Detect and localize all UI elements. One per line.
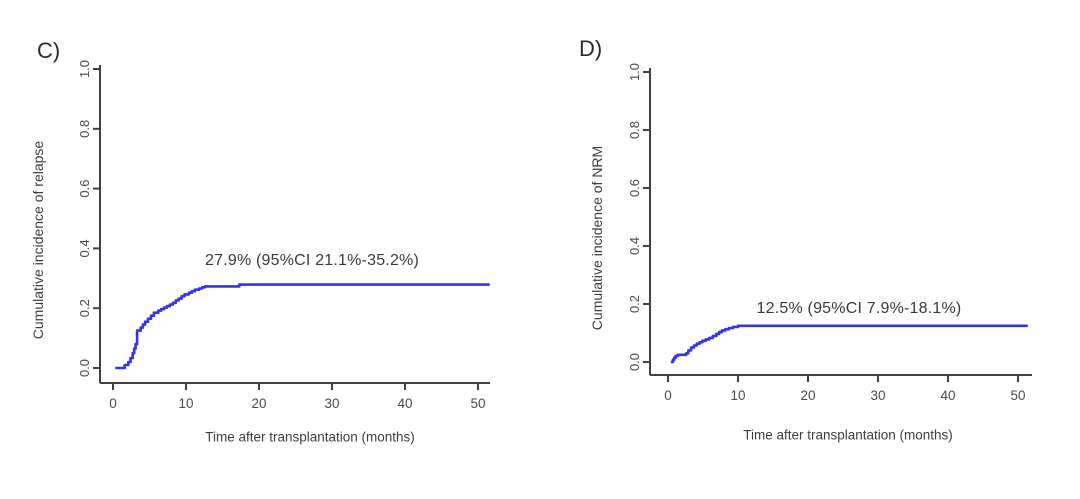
y-tick-label: 0.6 xyxy=(627,179,642,197)
y-tick-label: 0.2 xyxy=(627,295,642,313)
y-tick-label: 0.6 xyxy=(77,180,92,198)
x-tick-label: 0 xyxy=(109,396,117,411)
y-tick-label: 0.2 xyxy=(77,299,92,317)
nrm-step-plot: 0.0 0.2 0.4 0.6 0.8 1.0 0 10 20 30 40 50 xyxy=(627,63,1032,403)
x-tick-label: 50 xyxy=(1010,388,1025,403)
x-tick-label: 50 xyxy=(470,396,485,411)
y-tick-label: 0.8 xyxy=(627,121,642,139)
estimate-annotation-nrm: 12.5% (95%CI 7.9%-18.1%) xyxy=(756,300,962,317)
x-tick-label: 10 xyxy=(178,396,193,411)
x-axis-title-nrm: Time after transplantation (months) xyxy=(743,427,953,443)
x-tick-label: 10 xyxy=(730,388,745,403)
y-tick-label: 0.4 xyxy=(627,237,642,255)
x-tick-label: 30 xyxy=(324,396,339,411)
cumulative-incidence-curve xyxy=(670,324,1028,364)
y-tick-label: 0.4 xyxy=(77,239,92,257)
x-tick-label: 20 xyxy=(251,396,266,411)
cumulative-incidence-curve xyxy=(115,283,490,370)
x-tick-label: 20 xyxy=(800,388,815,403)
relapse-step-plot: 0.0 0.2 0.4 0.6 0.8 1.0 0 10 20 30 40 50 xyxy=(77,60,490,411)
y-tick-label: 1.0 xyxy=(627,63,642,81)
y-tick-label: 1.0 xyxy=(77,60,92,78)
x-tick-label: 0 xyxy=(664,388,672,403)
y-tick-label: 0.8 xyxy=(77,120,92,138)
panel-label-d: D) xyxy=(579,36,603,61)
estimate-annotation-relapse: 27.9% (95%CI 21.1%-35.2%) xyxy=(205,252,419,269)
y-tick-label: 0.0 xyxy=(77,359,92,377)
x-axis-title-relapse: Time after transplantation (months) xyxy=(205,429,415,445)
y-tick-label: 0.0 xyxy=(627,353,642,371)
x-tick-label: 40 xyxy=(397,396,412,411)
panel-label-c: C) xyxy=(37,38,61,63)
x-tick-label: 40 xyxy=(940,388,955,403)
x-tick-label: 30 xyxy=(870,388,885,403)
